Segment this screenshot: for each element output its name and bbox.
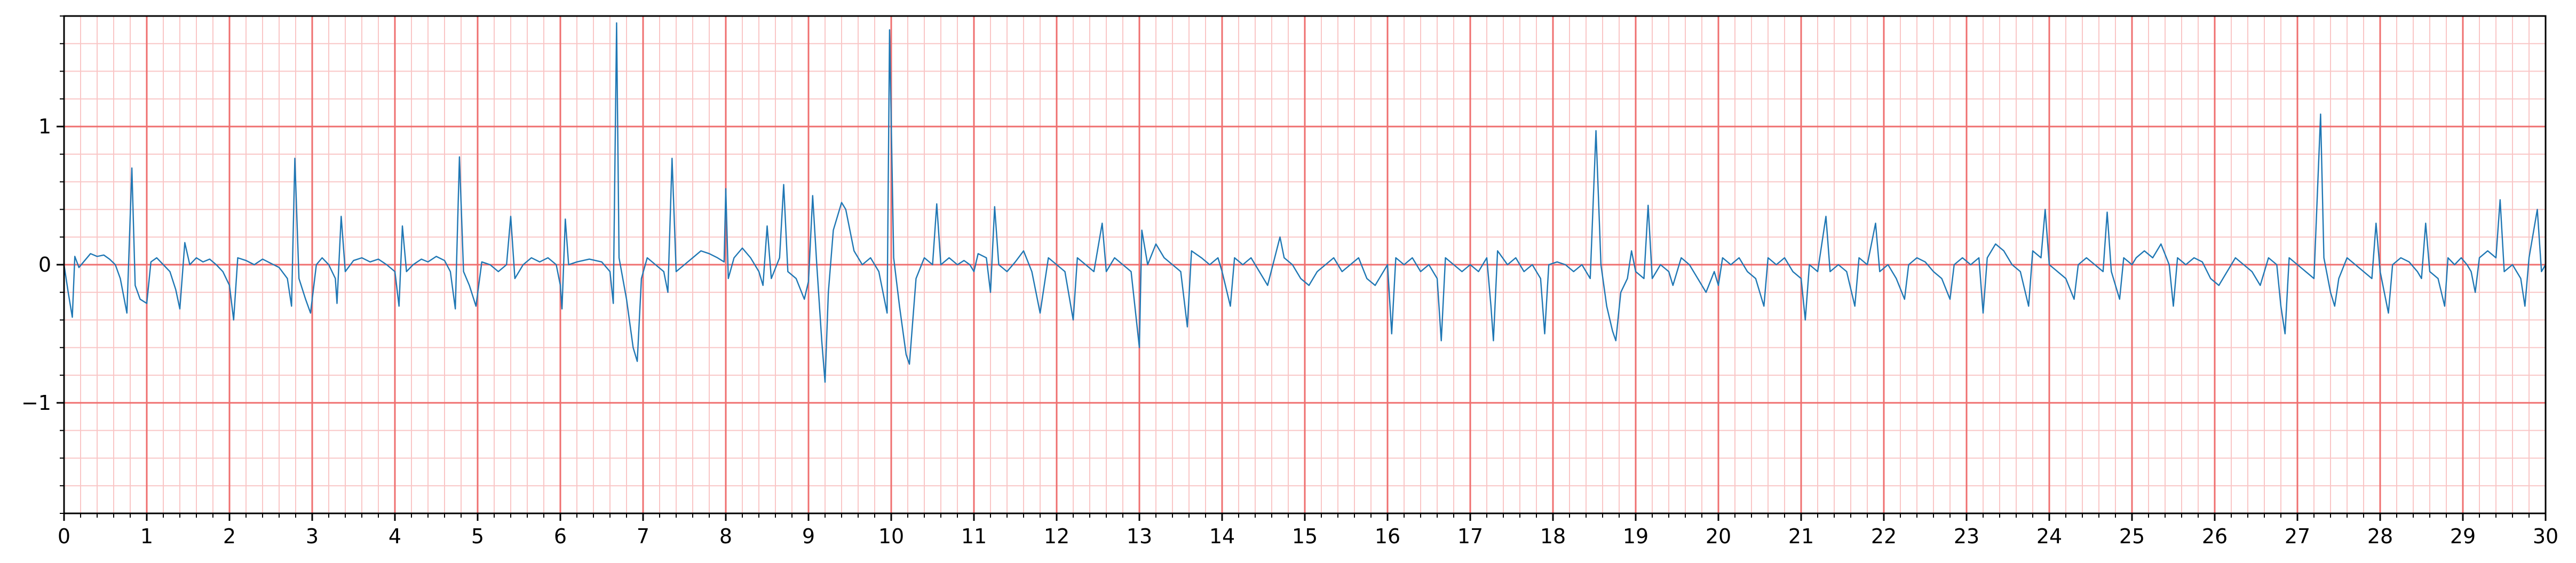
x-tick-label: 15 (1292, 525, 1318, 548)
series-line (63, 22, 2547, 383)
x-tick-label: 19 (1623, 525, 1648, 548)
x-tick-label: 23 (1954, 525, 1979, 548)
x-tick-label: 7 (637, 525, 649, 548)
x-tick-label: 6 (554, 525, 567, 548)
x-tick-label: 27 (2285, 525, 2310, 548)
x-tick-label: 17 (1457, 525, 1483, 548)
x-tick-label: 9 (802, 525, 815, 548)
x-tick-label: 2 (223, 525, 236, 548)
x-tick-label: 1 (140, 525, 153, 548)
x-tick-label: 22 (1871, 525, 1897, 548)
x-tick-label: 20 (1706, 525, 1731, 548)
x-tick-label: 18 (1540, 525, 1566, 548)
x-tick-label: 28 (2367, 525, 2393, 548)
x-tick-label: 16 (1375, 525, 1400, 548)
y-tick-label: −1 (21, 391, 51, 415)
x-tick-label: 10 (878, 525, 904, 548)
x-tick-label: 11 (961, 525, 987, 548)
x-tick-label: 21 (1788, 525, 1814, 548)
x-tick-label: 25 (2119, 525, 2145, 548)
x-tick-label: 5 (471, 525, 484, 548)
x-tick-label: 14 (1209, 525, 1235, 548)
tick-labels: 0 1 2 3 4 5 6 7 8 9 10 11 12 13 14 15 16 17 18 19 20 21 22 23 24… (21, 115, 2558, 548)
tick-marks (57, 15, 2547, 521)
y-tick-label: 1 (38, 115, 51, 138)
series-layer (63, 22, 2547, 383)
x-tick-label: 4 (389, 525, 401, 548)
x-tick-label: 29 (2450, 525, 2476, 548)
x-tick-label: 24 (2036, 525, 2062, 548)
y-tick-label: 0 (38, 253, 51, 276)
x-tick-label: 13 (1127, 525, 1152, 548)
grid-major (63, 16, 2547, 513)
x-tick-label: 3 (306, 525, 319, 548)
x-tick-label: 0 (58, 525, 70, 548)
x-tick-label: 12 (1044, 525, 1069, 548)
x-tick-label: 26 (2202, 525, 2228, 548)
x-tick-label: 8 (719, 525, 732, 548)
x-tick-label: 30 (2533, 525, 2558, 548)
